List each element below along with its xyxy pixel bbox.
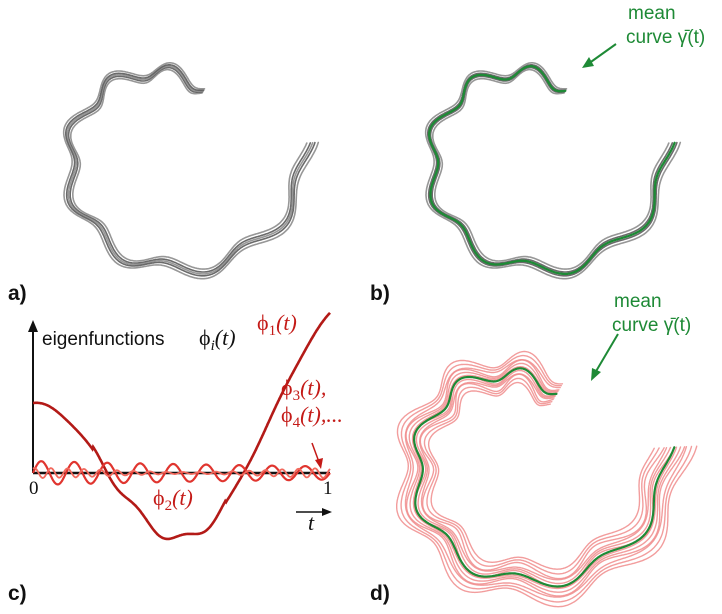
phi3-curve bbox=[32, 467, 331, 479]
panel-b-annotation-arrow bbox=[587, 43, 617, 65]
panel-c-title-text: eigenfunctions bbox=[42, 329, 165, 350]
panel-d-annotation-arrow bbox=[594, 333, 619, 374]
panel-a-curves bbox=[62, 62, 320, 280]
panel-a-curve-1 bbox=[70, 68, 308, 270]
panel-d-curves bbox=[396, 350, 698, 608]
panel-d-curve-1 bbox=[427, 381, 655, 570]
panel-d-mean-annotation: mean curve γ̄(t) bbox=[591, 291, 691, 381]
panel-d-curve-12 bbox=[396, 350, 698, 608]
panel-b-annotation-line1: mean bbox=[628, 3, 676, 24]
panel-c-tick-0: 0 bbox=[29, 478, 39, 499]
panel-c-t-arrowhead bbox=[322, 508, 332, 516]
panel-c-title-math: ϕi(t) bbox=[199, 325, 236, 354]
panel-d-annotation-line2: curve γ̄(t) bbox=[612, 315, 691, 336]
panel-d-label: d) bbox=[370, 582, 390, 605]
panel-d-curve-9 bbox=[405, 359, 686, 597]
panel-a-curve-5 bbox=[62, 62, 320, 280]
phi3-arrowhead bbox=[315, 458, 323, 469]
panel-b-mean-annotation: mean curve γ̄(t) bbox=[582, 3, 705, 68]
phi2-label: ϕ2(t) bbox=[153, 485, 193, 514]
panel-a-curve-2 bbox=[67, 66, 312, 273]
panel-b-curve-4 bbox=[427, 64, 678, 277]
panel-c-label: c) bbox=[8, 582, 27, 605]
panel-d-curve-10 bbox=[404, 359, 688, 598]
panel-d-curve-7 bbox=[411, 366, 678, 590]
panel-c-t-label: t bbox=[308, 510, 315, 535]
phi1-curve bbox=[32, 311, 331, 541]
panel-d-curve-5 bbox=[415, 369, 672, 585]
panel-b-mean-curve bbox=[428, 65, 676, 276]
phi1-label: ϕ1(t) bbox=[257, 310, 297, 339]
panel-d-curve-2 bbox=[423, 377, 660, 575]
panel-a-label: a) bbox=[8, 282, 27, 305]
panel-d-annotation-line1: mean bbox=[614, 291, 662, 312]
panel-d-curve-11 bbox=[400, 354, 693, 603]
panel-d-mean-curve bbox=[413, 367, 676, 588]
phi4-label: ϕ4(t),... bbox=[281, 402, 343, 431]
panel-b-label: b) bbox=[370, 282, 390, 305]
panel-b-curve-1 bbox=[432, 68, 670, 270]
panel-d-annotation-arrowhead bbox=[591, 368, 601, 381]
phi3-arrow bbox=[311, 442, 320, 463]
panel-c-y-axis-arrowhead bbox=[28, 320, 38, 332]
panel-a-curve-3 bbox=[66, 65, 314, 275]
panel-b-curve-2 bbox=[429, 66, 674, 273]
panel-d-curve-4 bbox=[418, 373, 668, 581]
panel-d-curve-8 bbox=[408, 362, 682, 593]
panel-b-curves bbox=[424, 62, 682, 280]
panel-c-tick-1: 1 bbox=[323, 478, 333, 499]
panel-b-curve-5 bbox=[424, 62, 682, 280]
panel-a-curve-4 bbox=[65, 64, 316, 277]
panel-b-annotation-arrowhead bbox=[582, 57, 594, 68]
phi3-label: ϕ3(t), bbox=[281, 375, 326, 404]
panel-c-plot bbox=[28, 311, 332, 541]
panel-b-annotation-line2: curve γ̄(t) bbox=[626, 27, 705, 48]
